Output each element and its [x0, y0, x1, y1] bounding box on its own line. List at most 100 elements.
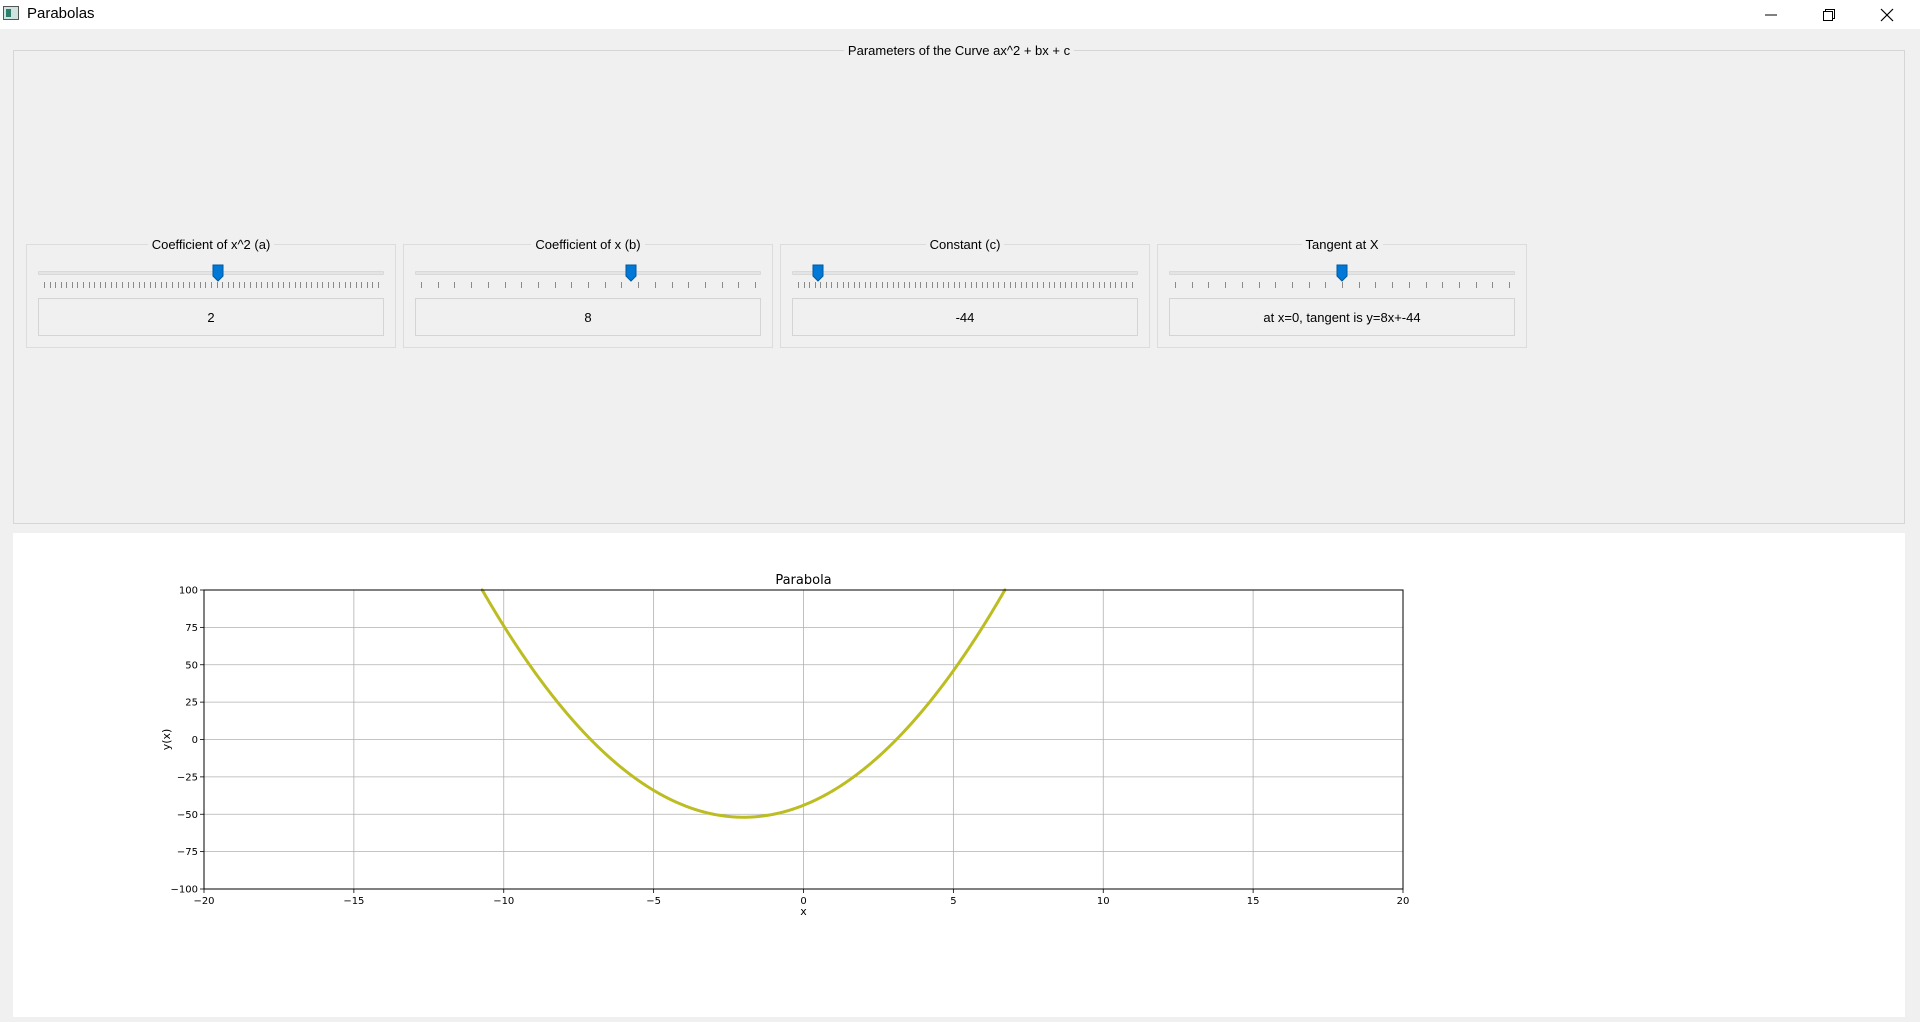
slider-tick	[1037, 282, 1039, 288]
x-axis-label: x	[800, 905, 807, 918]
close-button[interactable]	[1858, 0, 1916, 29]
slider-tick	[487, 282, 489, 288]
slider-a-track[interactable]	[38, 271, 384, 275]
slider-tick	[238, 282, 240, 288]
y-tick-label: −50	[177, 810, 198, 821]
slider-tick	[1104, 282, 1106, 288]
slider-tick	[199, 282, 201, 288]
slider-tick	[970, 282, 972, 288]
slider-tick	[1115, 282, 1117, 288]
slider-tick	[738, 282, 740, 288]
slider-tick	[222, 282, 224, 288]
slider-c-track[interactable]	[792, 271, 1138, 275]
slider-tick	[216, 282, 218, 288]
plot-canvas: −20 −15 −10 −5 0 5 10 15 20 −100 −75 −50 −25 0 25 50 75 1…	[13, 533, 1905, 1017]
slider-tick	[1175, 282, 1176, 288]
slider-tick	[333, 282, 335, 288]
slider-tick	[327, 282, 329, 288]
slider-tick	[1392, 282, 1394, 288]
slider-tick	[55, 282, 57, 288]
minimize-icon	[1765, 14, 1777, 15]
slider-tick	[914, 282, 916, 288]
slider-tick	[366, 282, 368, 288]
slider-tick	[155, 282, 157, 288]
slider-c-title: Constant (c)	[925, 237, 1005, 252]
slider-tick	[1020, 282, 1022, 288]
slider-tick	[1375, 282, 1377, 288]
x-tick-label: 15	[1247, 896, 1260, 907]
slider-tick	[987, 282, 989, 288]
slider-b-value: 8	[415, 298, 761, 336]
slider-tick	[266, 282, 268, 288]
slider-tick	[1191, 282, 1193, 288]
y-tick-label: −75	[177, 847, 198, 858]
slider-tick	[1098, 282, 1100, 288]
slider-tick	[1342, 282, 1343, 288]
slider-tick	[121, 282, 123, 288]
slider-tick	[454, 282, 456, 288]
slider-tick	[870, 282, 872, 288]
y-tick-label: 50	[185, 660, 198, 671]
slider-tick	[60, 282, 62, 288]
slider-panel-tangent: Tangent at X at x=0, tangent is y=8x+-44	[1157, 237, 1527, 348]
chart-grid	[203, 589, 1404, 890]
slider-tick	[909, 282, 911, 288]
slider-tick	[116, 282, 118, 288]
maximize-button[interactable]	[1800, 0, 1858, 29]
slider-tangent-handle[interactable]	[1336, 264, 1348, 282]
slider-tick	[49, 282, 51, 288]
slider-tick	[255, 282, 257, 288]
slider-tick	[848, 282, 850, 288]
x-tick-label: −20	[193, 896, 214, 907]
slider-tick	[144, 282, 146, 288]
slider-tick	[1048, 282, 1050, 288]
slider-panel-a: Coefficient of x^2 (a) 2	[26, 237, 396, 348]
slider-tick	[322, 282, 324, 288]
x-tick-label: 20	[1397, 896, 1410, 907]
slider-tick	[311, 282, 313, 288]
slider-tick	[1492, 282, 1494, 288]
slider-tick	[233, 282, 235, 288]
slider-tick	[437, 282, 439, 288]
slider-tick	[1120, 282, 1122, 288]
slider-tick	[166, 282, 168, 288]
slider-tick	[227, 282, 229, 288]
y-tick-label: 25	[185, 698, 198, 709]
slider-tick	[110, 282, 112, 288]
slider-tick	[898, 282, 900, 288]
slider-tick	[638, 282, 640, 288]
slider-tick	[571, 282, 573, 288]
slider-tick	[864, 282, 866, 288]
slider-a-handle[interactable]	[212, 264, 224, 282]
y-tick-label: −25	[177, 772, 198, 783]
slider-tick	[372, 282, 374, 288]
slider-tick	[105, 282, 107, 288]
slider-tick	[277, 282, 279, 288]
slider-tick	[1087, 282, 1089, 288]
slider-tick	[881, 282, 883, 288]
slider-tick	[316, 282, 318, 288]
x-tick-label: 10	[1097, 896, 1110, 907]
slider-tick	[1059, 282, 1061, 288]
slider-a-value: 2	[38, 298, 384, 336]
tangent-equation-text: at x=0, tangent is y=8x+-44	[1169, 298, 1515, 336]
slider-tick	[809, 282, 811, 288]
slider-c-handle[interactable]	[812, 264, 824, 282]
slider-tick	[859, 282, 861, 288]
slider-tick	[194, 282, 196, 288]
slider-tick	[1042, 282, 1044, 288]
slider-tick	[825, 282, 827, 288]
slider-b-handle[interactable]	[625, 264, 637, 282]
slider-c-value: -44	[792, 298, 1138, 336]
slider-tick	[177, 282, 179, 288]
slider-tick	[1425, 282, 1427, 288]
slider-tick	[671, 282, 673, 288]
slider-tick	[853, 282, 855, 288]
slider-b-track[interactable]	[415, 271, 761, 275]
minimize-button[interactable]	[1742, 0, 1800, 29]
slider-tick	[249, 282, 251, 288]
slider-tick	[942, 282, 944, 288]
slider-a-title: Coefficient of x^2 (a)	[147, 237, 275, 252]
slider-tick	[261, 282, 263, 288]
y-axis-label: y(x)	[160, 729, 173, 751]
